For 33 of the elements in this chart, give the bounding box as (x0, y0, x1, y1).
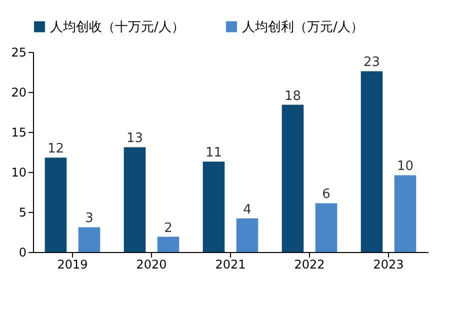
data-label: 2 (164, 220, 172, 236)
x-tick-label: 2023 (373, 258, 404, 272)
data-label: 6 (322, 187, 330, 202)
bar (236, 218, 258, 252)
x-tick-label: 2020 (136, 258, 167, 272)
data-label: 10 (396, 159, 414, 174)
data-label: 12 (47, 142, 64, 157)
x-tick-label: 2019 (57, 258, 88, 272)
bar (124, 147, 146, 252)
data-label: 13 (126, 131, 144, 146)
legend-label: 人均创收（十万元/人） (50, 20, 184, 35)
bar (315, 203, 338, 252)
legend-label: 人均创利（万元/人） (242, 20, 364, 35)
y-tick-label: 5 (18, 206, 26, 220)
bar (157, 236, 180, 252)
y-tick-label: 25 (11, 46, 26, 60)
y-tick-label: 15 (11, 126, 26, 140)
data-label: 23 (363, 55, 380, 70)
data-label: 18 (284, 88, 302, 104)
data-label: 11 (205, 146, 222, 161)
bar (394, 175, 416, 252)
data-label: 3 (85, 211, 94, 226)
y-tick-label: 10 (11, 166, 26, 180)
y-tick-label: 20 (11, 86, 26, 100)
data-label: 4 (243, 202, 252, 218)
bar (202, 162, 225, 252)
x-tick-label: 2022 (294, 258, 325, 272)
y-tick-label: 0 (18, 246, 26, 260)
bar (44, 158, 67, 252)
bar (360, 71, 383, 252)
bar (282, 104, 304, 252)
bar (78, 227, 100, 252)
x-tick-label: 2021 (215, 258, 246, 272)
